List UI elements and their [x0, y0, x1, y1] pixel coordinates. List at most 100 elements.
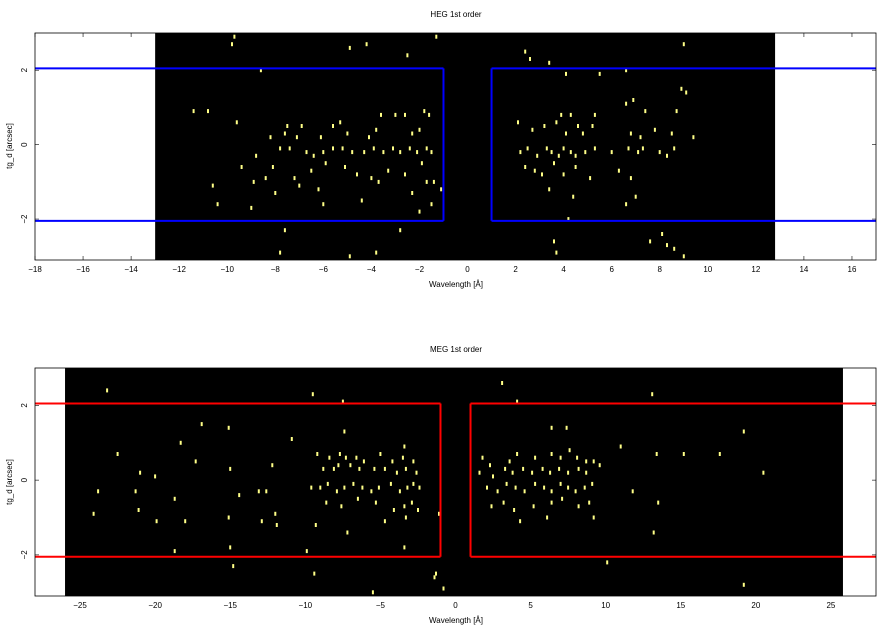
meg-event-point: [356, 496, 359, 501]
heg-event-point: [637, 150, 640, 155]
heg-event-point: [641, 146, 644, 151]
heg-event-point: [639, 135, 642, 140]
meg-event-point: [404, 515, 407, 520]
meg-event-point: [274, 511, 277, 516]
meg-event-point: [229, 466, 232, 471]
heg-event-point: [372, 146, 375, 151]
heg-x-tick-label: −4: [367, 265, 377, 274]
heg-event-point: [519, 150, 522, 155]
heg-x-tick-label: 14: [799, 265, 808, 274]
heg-event-point: [593, 146, 596, 151]
meg-event-point: [403, 545, 406, 550]
meg-event-point: [311, 392, 314, 397]
meg-y-tick-label: 0: [20, 477, 29, 482]
meg-event-point: [200, 422, 203, 427]
heg-event-point: [541, 172, 543, 177]
meg-event-point: [531, 470, 534, 475]
meg-event-point: [373, 466, 376, 471]
heg-event-point: [610, 150, 613, 155]
heg-event-point: [420, 161, 423, 166]
meg-event-point: [194, 459, 197, 464]
meg-event-point: [588, 500, 591, 505]
heg-event-point: [332, 124, 334, 128]
meg-event-point: [184, 519, 187, 524]
meg-event-point: [383, 466, 386, 471]
heg-event-point: [269, 135, 272, 140]
heg-event-point: [625, 101, 628, 106]
heg-event-point: [555, 250, 558, 255]
meg-event-point: [534, 455, 537, 460]
meg-event-point: [541, 466, 544, 471]
heg-event-point: [341, 146, 344, 151]
heg-event-point: [423, 109, 426, 114]
meg-event-point: [238, 493, 241, 498]
heg-event-point: [348, 45, 351, 50]
heg-event-point: [577, 124, 579, 128]
meg-event-point: [522, 466, 525, 471]
heg-event-point: [591, 124, 594, 128]
heg-event-point: [416, 150, 419, 155]
meg-event-point: [651, 392, 654, 397]
heg-event-point: [567, 217, 570, 222]
heg-x-tick-label: −12: [172, 265, 186, 274]
heg-event-point: [404, 172, 406, 177]
meg-events: [92, 381, 765, 595]
heg-event-point: [271, 165, 274, 169]
heg-event-point: [625, 202, 628, 207]
meg-event-point: [631, 489, 634, 494]
meg-event-point: [496, 489, 499, 494]
meg-event-point: [543, 485, 546, 490]
heg-event-point: [240, 165, 243, 169]
heg-events: [192, 34, 695, 259]
meg-event-point: [383, 519, 386, 524]
heg-event-point: [569, 150, 572, 155]
meg-x-tick-label: −5: [376, 601, 386, 610]
meg-event-point: [370, 489, 373, 494]
heg-y-axis-label: tg_d [arcsec]: [5, 123, 14, 169]
meg-event-point: [433, 575, 436, 580]
meg-event-point: [389, 481, 392, 486]
meg-event-point: [313, 571, 316, 576]
meg-event-point: [546, 515, 549, 520]
heg-event-point: [216, 202, 219, 207]
meg-event-point: [305, 549, 308, 554]
heg-x-tick-label: 4: [561, 265, 566, 274]
meg-event-point: [516, 452, 519, 456]
heg-y-tick-label: 2: [20, 67, 29, 72]
meg-event-point: [442, 586, 445, 591]
meg-event-point: [355, 455, 358, 460]
meg-extraction-region: [35, 402, 442, 558]
meg-event-point: [558, 466, 561, 471]
heg-event-point: [279, 146, 282, 151]
heg-event-point: [553, 161, 555, 166]
meg-event-point: [559, 455, 562, 460]
meg-event-point: [718, 452, 721, 456]
meg-event-point: [374, 500, 377, 505]
heg-event-point: [324, 161, 327, 166]
heg-event-point: [356, 172, 358, 177]
heg-event-point: [634, 194, 637, 199]
meg-event-point: [139, 470, 142, 475]
heg-event-point: [300, 124, 303, 128]
meg-event-point: [173, 549, 176, 554]
heg-event-point: [344, 165, 346, 169]
heg-y-tick-label: 0: [20, 142, 29, 147]
heg-event-point: [526, 146, 529, 151]
heg-event-point: [211, 183, 214, 188]
heg-event-point: [332, 146, 334, 151]
meg-event-point: [478, 470, 481, 475]
meg-event-point: [358, 466, 361, 471]
heg-event-point: [370, 176, 373, 181]
meg-event-point: [742, 582, 745, 587]
meg-event-point: [257, 489, 260, 494]
heg-event-point: [286, 124, 289, 128]
heg-event-point: [293, 176, 296, 181]
heg-event-point: [432, 179, 435, 184]
meg-event-point: [501, 381, 504, 385]
heg-event-point: [692, 135, 695, 140]
meg-event-point: [314, 523, 317, 527]
meg-event-point: [619, 444, 622, 449]
meg-x-tick-label: 0: [453, 601, 458, 610]
meg-x-tick-label: 10: [601, 601, 610, 610]
meg-event-point: [481, 455, 484, 460]
